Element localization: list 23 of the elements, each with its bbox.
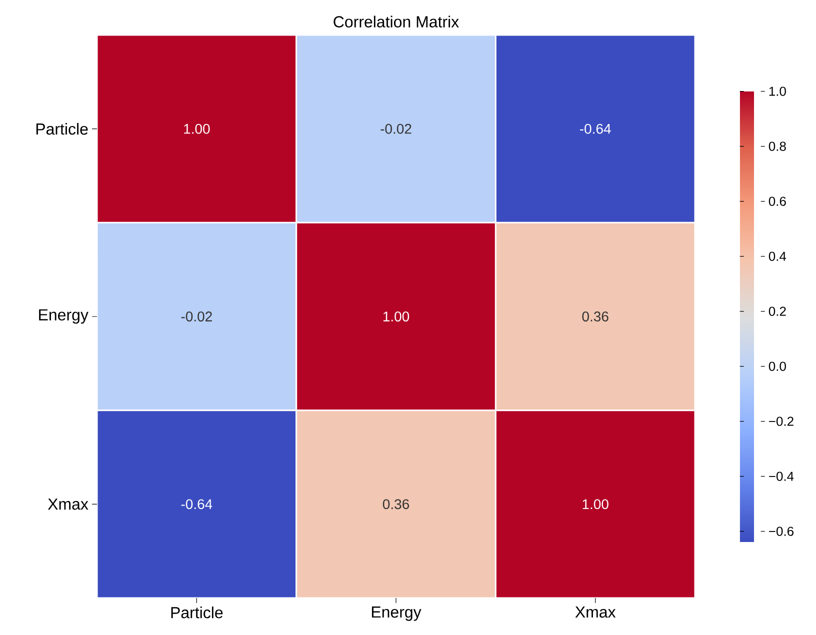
- data-label: 0.36: [582, 312, 608, 322]
- y-tick-label: Particle: [36, 122, 88, 135]
- x-tick-label: Energy: [372, 606, 422, 621]
- data-label: -0.64: [181, 499, 212, 510]
- x-tick-label: Particle: [171, 606, 223, 618]
- y-tick-label: Energy: [39, 309, 88, 324]
- data-label: 1.00: [184, 124, 210, 134]
- data-label: -0.64: [580, 124, 611, 134]
- color-bar-label: −0.4: [769, 472, 794, 481]
- color-bar-label: 1.0: [769, 86, 786, 96]
- color-bar-label: 0.8: [768, 142, 786, 151]
- color-bar-label: 0.2: [768, 306, 786, 316]
- color-bar-label: 0.6: [768, 196, 786, 206]
- data-label: 1.00: [383, 312, 410, 322]
- x-tick-label: Xmax: [575, 606, 616, 618]
- color-bar-label: 0.4: [768, 252, 786, 261]
- y-tick-label: Xmax: [48, 498, 88, 510]
- data-label: 1.00: [582, 499, 608, 510]
- color-bar-label: 0.0: [768, 362, 786, 371]
- data-label: -0.02: [181, 312, 212, 322]
- color-bar-label: −0.2: [769, 416, 794, 426]
- chart-title: Correlation Matrix: [334, 16, 459, 28]
- color-bar-label: −0.6: [769, 526, 794, 536]
